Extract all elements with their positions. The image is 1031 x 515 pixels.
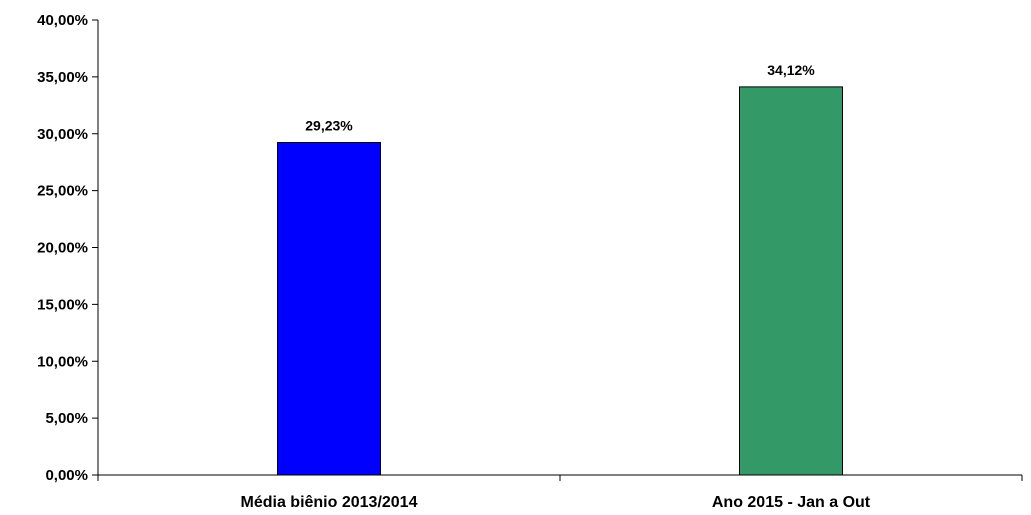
- bar-1: [739, 86, 843, 476]
- y-tick-label: 10,00%: [37, 353, 88, 370]
- bar-0: [277, 142, 381, 476]
- bars: [277, 86, 843, 476]
- x-axis: Média biênio 2013/2014 Ano 2015 - Jan a O…: [97, 474, 1023, 511]
- y-axis: 0,00% 5,00% 10,00% 15,00% 20,00% 25,00% 30,00%…: [37, 12, 99, 484]
- y-tick-label: 30,00%: [37, 126, 88, 143]
- x-category-label-0: Média biênio 2013/2014: [241, 494, 418, 511]
- data-labels: 29,23% 34,12%: [305, 62, 815, 134]
- y-tick-label: 40,00%: [37, 12, 88, 29]
- y-tick-label: 25,00%: [37, 183, 88, 200]
- y-tick-label: 5,00%: [45, 410, 88, 427]
- data-label-1: 34,12%: [767, 62, 815, 78]
- y-tick-label: 20,00%: [37, 240, 88, 257]
- y-tick-label: 0,00%: [45, 467, 88, 484]
- data-label-0: 29,23%: [305, 118, 353, 134]
- y-tick-label: 35,00%: [37, 69, 88, 86]
- y-tick-label: 15,00%: [37, 296, 88, 313]
- x-category-label-1: Ano 2015 - Jan a Out: [712, 494, 871, 511]
